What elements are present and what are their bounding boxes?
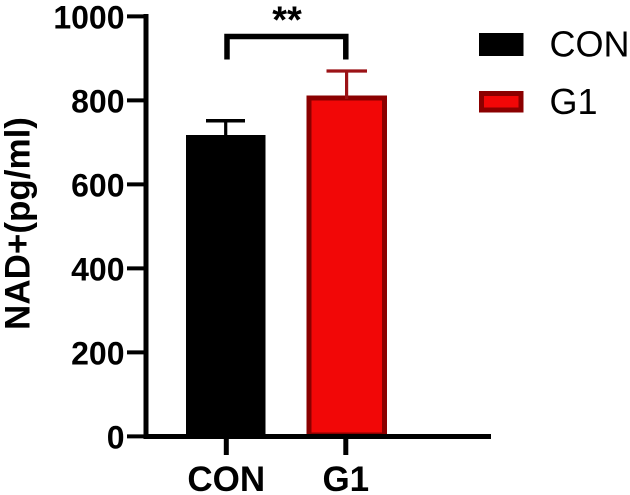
svg-text:CON: CON bbox=[550, 24, 630, 65]
svg-text:CON: CON bbox=[187, 460, 265, 495]
svg-text:G1: G1 bbox=[550, 81, 598, 122]
svg-text:**: ** bbox=[272, 0, 302, 42]
svg-text:NAD+(pg/ml): NAD+(pg/ml) bbox=[0, 117, 38, 330]
svg-text:400: 400 bbox=[71, 251, 124, 287]
svg-text:G1: G1 bbox=[322, 460, 369, 495]
svg-text:0: 0 bbox=[107, 419, 125, 455]
svg-text:200: 200 bbox=[71, 335, 124, 371]
svg-text:1000: 1000 bbox=[53, 0, 124, 35]
svg-text:800: 800 bbox=[71, 83, 124, 119]
svg-text:600: 600 bbox=[71, 167, 124, 203]
